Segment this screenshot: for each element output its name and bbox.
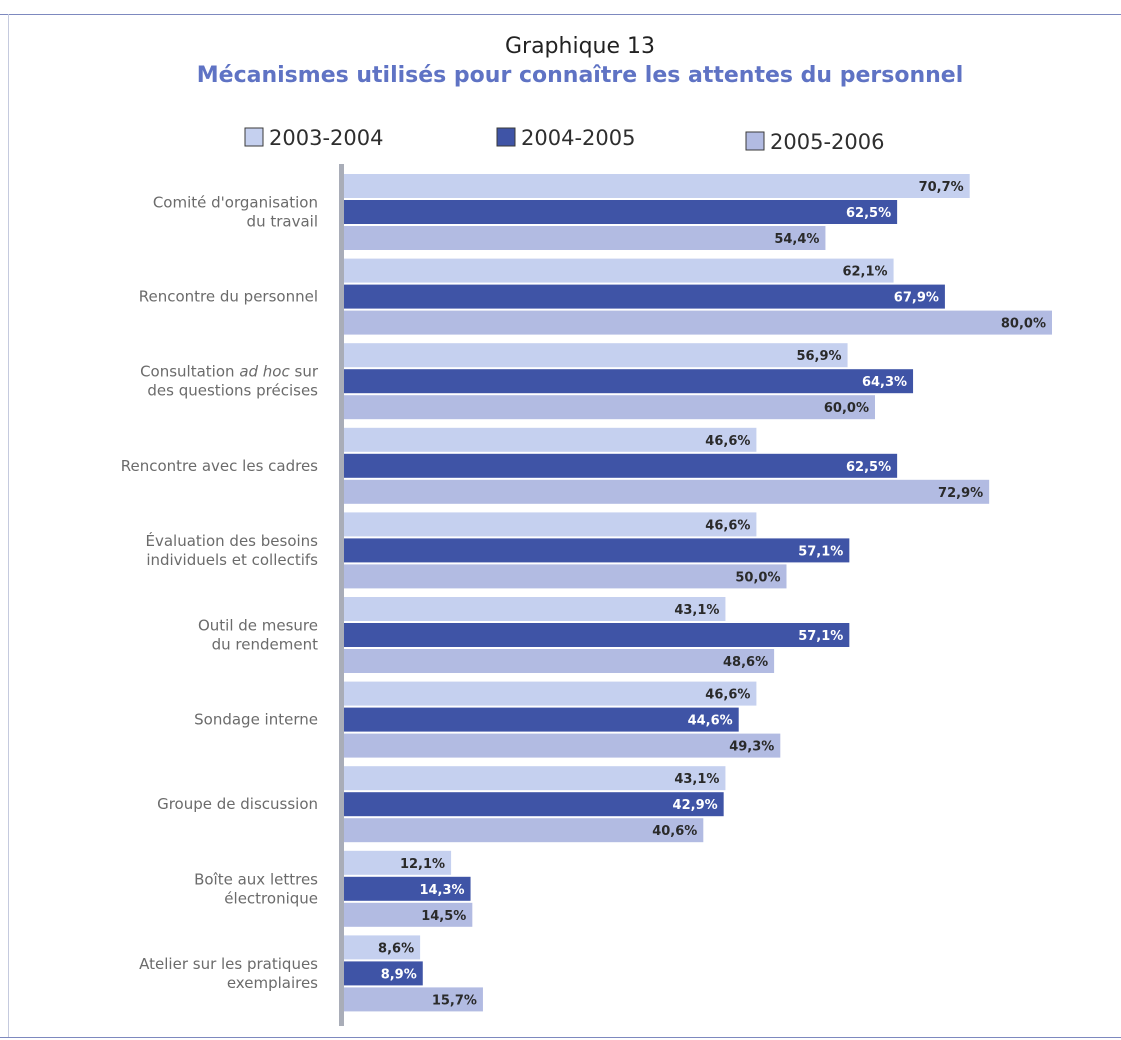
value-label-2005-2006-3: 72,9% xyxy=(938,486,983,501)
bar-2003-2004-9 xyxy=(344,935,421,960)
value-labels: 70,7% 62,5% 54,4% 62,1% 67,9% 80,0% 56,9% 64,3%… xyxy=(378,180,1046,1008)
value-label-2004-2005-1: 67,9% xyxy=(894,291,939,306)
value-label-2004-2005-6: 44,6% xyxy=(688,714,733,729)
legend: 2003-2004 2004-2005 2005-2006 xyxy=(244,126,884,154)
value-label-2005-2006-4: 50,0% xyxy=(735,570,780,585)
bar-2005-2006-9 xyxy=(344,987,483,1012)
bar-2005-2006-8 xyxy=(344,902,473,927)
bar-2005-2006-3 xyxy=(344,479,990,504)
bar-2003-2004-1 xyxy=(344,258,894,283)
category-label-7-0: Groupe de discussion xyxy=(157,795,318,813)
value-label-2003-2004-1: 62,1% xyxy=(842,265,887,280)
bar-2003-2004-2 xyxy=(344,343,848,368)
category-label-8-0: Boîte aux lettres xyxy=(194,870,318,888)
bar-2004-2005-3 xyxy=(344,453,898,478)
value-label-2003-2004-8: 12,1% xyxy=(400,857,445,872)
category-label-9-0: Atelier sur les pratiques xyxy=(139,955,318,973)
value-label-2005-2006-0: 54,4% xyxy=(774,232,819,247)
bar-2004-2005-8 xyxy=(344,876,471,901)
bar-2003-2004-6 xyxy=(344,681,757,706)
bar-2005-2006-2 xyxy=(344,395,875,420)
bar-2003-2004-4 xyxy=(344,512,757,537)
value-label-2005-2006-1: 80,0% xyxy=(1001,317,1046,332)
legend-label-2003-2004: 2003-2004 xyxy=(269,126,383,150)
bar-2003-2004-8 xyxy=(344,850,452,875)
category-label-0-0: Comité d'organisation xyxy=(153,194,318,212)
bar-2004-2005-7 xyxy=(344,792,724,817)
bottom-rule xyxy=(0,1037,1121,1038)
legend-swatch-2004-2005 xyxy=(496,127,516,147)
value-label-2003-2004-3: 46,6% xyxy=(705,434,750,449)
bar-2005-2006-7 xyxy=(344,818,704,843)
bar-2005-2006-1 xyxy=(344,310,1052,335)
value-label-2003-2004-5: 43,1% xyxy=(674,603,719,618)
value-label-2004-2005-0: 62,5% xyxy=(846,206,891,221)
value-label-2003-2004-4: 46,6% xyxy=(705,518,750,533)
value-label-2004-2005-3: 62,5% xyxy=(846,460,891,475)
category-label-3-0: Rencontre avec les cadres xyxy=(121,457,318,475)
bar-2005-2006-4 xyxy=(344,564,787,589)
bar-2003-2004-3 xyxy=(344,427,757,452)
bar-2005-2006-6 xyxy=(344,733,781,758)
legend-label-2004-2005: 2004-2005 xyxy=(521,126,635,150)
legend-swatch-2005-2006 xyxy=(745,131,765,151)
category-label-4-0: Évaluation des besoins xyxy=(146,531,319,550)
category-label-2-0: Consultation ad hoc sur xyxy=(140,363,319,381)
value-label-2003-2004-0: 70,7% xyxy=(919,180,964,195)
bar-2004-2005-4 xyxy=(344,538,850,563)
bar-2005-2006-0 xyxy=(344,226,826,250)
category-label-9-1: exemplaires xyxy=(227,974,318,992)
category-label-4-1: individuels et collectifs xyxy=(146,551,318,569)
value-label-2004-2005-2: 64,3% xyxy=(862,375,907,390)
bar-2003-2004-5 xyxy=(344,597,726,621)
value-label-2005-2006-9: 15,7% xyxy=(432,993,477,1008)
value-label-2004-2005-7: 42,9% xyxy=(673,798,718,813)
value-label-2005-2006-7: 40,6% xyxy=(652,824,697,839)
left-rule xyxy=(8,14,9,1038)
value-label-2003-2004-7: 43,1% xyxy=(674,772,719,787)
category-label-6-0: Sondage interne xyxy=(194,711,318,729)
bar-2004-2005-0 xyxy=(344,200,898,224)
bar-2005-2006-5 xyxy=(344,649,775,673)
y-axis-line xyxy=(339,164,344,1026)
value-label-2003-2004-6: 46,6% xyxy=(705,688,750,703)
bar-2004-2005-6 xyxy=(344,707,739,732)
chart-title: Graphique 13 xyxy=(504,34,656,59)
bar-2003-2004-0 xyxy=(344,174,970,198)
value-label-2005-2006-5: 48,6% xyxy=(723,655,768,670)
value-label-2005-2006-6: 49,3% xyxy=(729,740,774,755)
category-label-1-0: Rencontre du personnel xyxy=(139,288,318,306)
top-rule xyxy=(0,14,1121,15)
chart-subtitle: Mécanismes utilisés pour connaître les a… xyxy=(196,63,964,88)
category-label-0-1: du travail xyxy=(247,213,318,231)
value-label-2004-2005-5: 57,1% xyxy=(798,629,843,644)
bar-2003-2004-7 xyxy=(344,766,726,791)
legend-swatch-2003-2004 xyxy=(244,127,264,147)
category-label-8-1: électronique xyxy=(224,889,318,907)
value-label-2004-2005-4: 57,1% xyxy=(798,544,843,559)
value-label-2003-2004-9: 8,6% xyxy=(378,941,414,956)
bar-2004-2005-9 xyxy=(344,961,423,986)
value-label-2005-2006-8: 14,5% xyxy=(421,909,466,924)
bars xyxy=(344,174,1052,1012)
legend-label-2005-2006: 2005-2006 xyxy=(770,130,884,154)
value-label-2004-2005-9: 8,9% xyxy=(381,967,417,982)
value-label-2005-2006-2: 60,0% xyxy=(824,401,869,416)
category-label-5-1: du rendement xyxy=(212,636,318,654)
bar-2004-2005-2 xyxy=(344,369,914,394)
bar-2004-2005-1 xyxy=(344,284,945,309)
value-label-2004-2005-8: 14,3% xyxy=(419,883,464,898)
bar-2004-2005-5 xyxy=(344,623,850,647)
value-label-2003-2004-2: 56,9% xyxy=(796,349,841,364)
category-label-2-1: des questions précises xyxy=(147,382,318,400)
category-label-5-0: Outil de mesure xyxy=(198,617,318,635)
